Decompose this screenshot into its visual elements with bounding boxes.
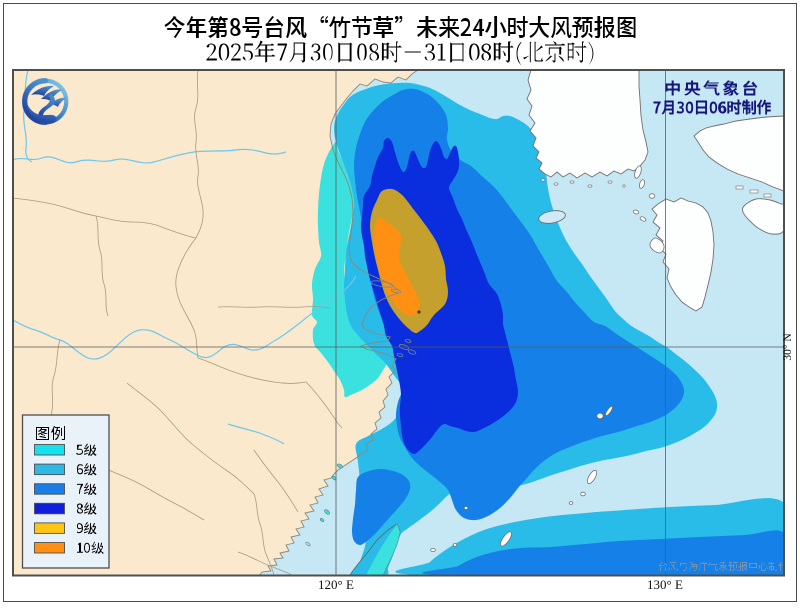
svg-text:130° E: 130° E: [647, 577, 683, 592]
svg-text:30° N: 30° N: [782, 333, 794, 361]
svg-text:120° E: 120° E: [318, 577, 354, 592]
